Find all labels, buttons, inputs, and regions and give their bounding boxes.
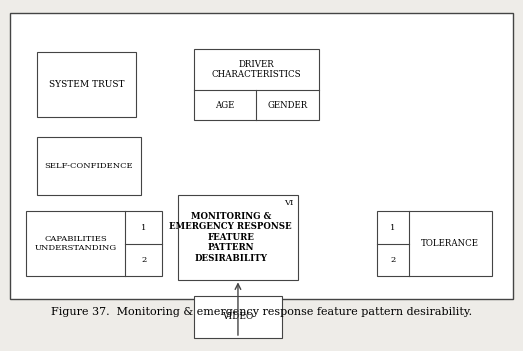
- Bar: [194, 49, 319, 120]
- Bar: [10, 13, 513, 299]
- Bar: [37, 52, 136, 117]
- Text: VI: VI: [285, 199, 294, 207]
- Text: 2: 2: [141, 256, 146, 264]
- Text: GENDER: GENDER: [268, 101, 308, 110]
- Bar: [26, 211, 162, 276]
- Bar: [37, 137, 141, 195]
- Text: Figure 37.  Monitoring & emergency response feature pattern desirability.: Figure 37. Monitoring & emergency respon…: [51, 307, 472, 317]
- Bar: [178, 195, 298, 279]
- Text: 2: 2: [390, 256, 395, 264]
- Text: AGE: AGE: [215, 101, 235, 110]
- Text: 1: 1: [390, 224, 395, 232]
- Text: DRIVER
CHARACTERISTICS: DRIVER CHARACTERISTICS: [211, 60, 301, 79]
- Text: CAPABILITIES
UNDERSTANDING: CAPABILITIES UNDERSTANDING: [35, 235, 117, 252]
- Text: MONITORING &
EMERGENCY RESPONSE
FEATURE
PATTERN
DESIRABILITY: MONITORING & EMERGENCY RESPONSE FEATURE …: [169, 212, 292, 263]
- Text: SYSTEM TRUST: SYSTEM TRUST: [49, 80, 124, 89]
- Text: SELF-CONFIDENCE: SELF-CONFIDENCE: [44, 162, 133, 170]
- Text: TOLERANCE: TOLERANCE: [421, 239, 479, 248]
- Bar: [377, 211, 492, 276]
- Text: 1: 1: [141, 224, 146, 232]
- Text: VIDEO: VIDEO: [222, 312, 254, 322]
- Bar: [194, 296, 282, 338]
